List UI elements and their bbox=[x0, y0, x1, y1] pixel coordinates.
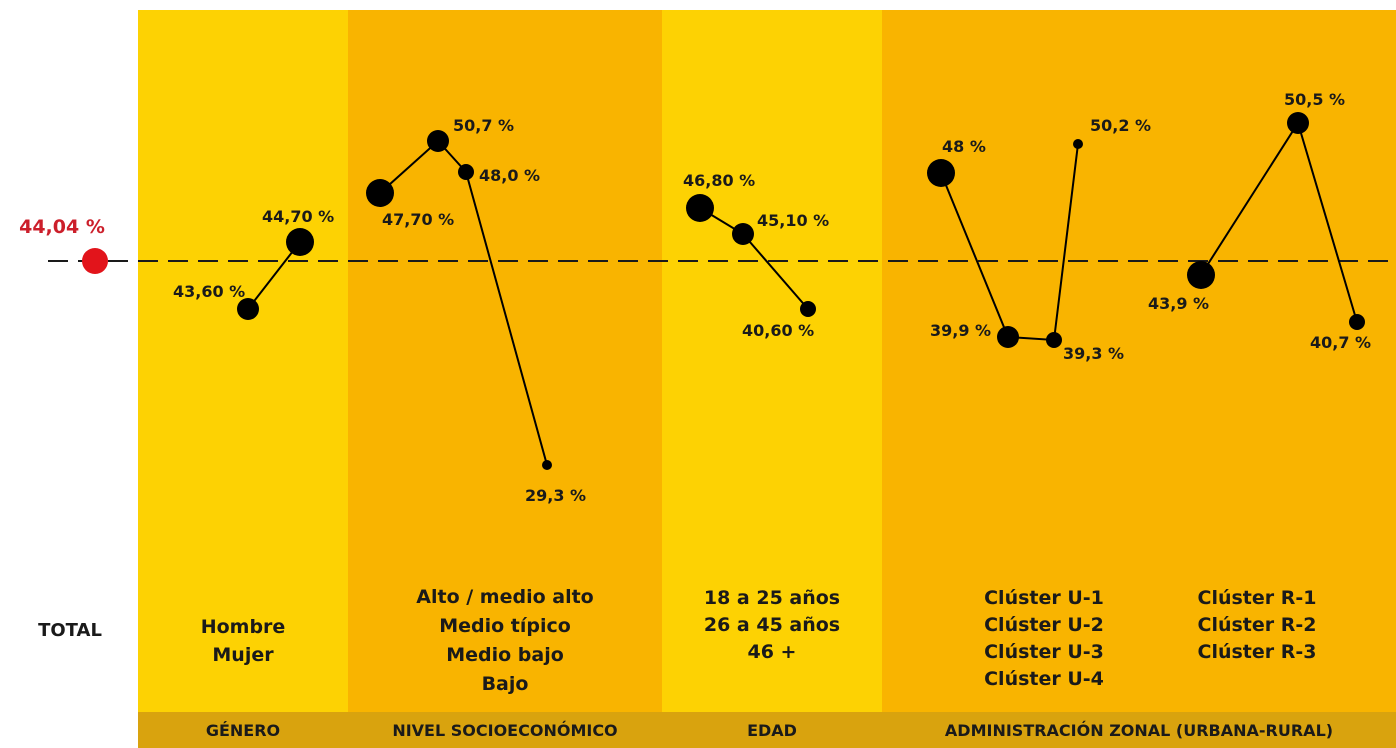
total-marker bbox=[82, 248, 108, 274]
category-bajo: Bajo bbox=[482, 673, 529, 695]
point-26-45 bbox=[732, 223, 754, 245]
point-medio-bajo bbox=[458, 164, 474, 180]
data-label-26-45: 45,10 % bbox=[757, 211, 829, 230]
footer-band bbox=[138, 712, 1396, 748]
category-cluster-r3: Clúster R-3 bbox=[1198, 641, 1317, 663]
data-label-cluster-u2: 39,9 % bbox=[930, 321, 991, 340]
band-edad bbox=[662, 10, 882, 712]
data-label-cluster-u1: 48 % bbox=[942, 137, 986, 156]
point-cluster-u1 bbox=[927, 159, 955, 187]
category-26-45: 26 a 45 años bbox=[704, 614, 840, 636]
total-value-label: 44,04 % bbox=[19, 216, 105, 238]
point-mujer bbox=[286, 228, 314, 256]
band-nse bbox=[348, 10, 662, 712]
series-line-genero bbox=[247, 241, 301, 310]
category-cluster-u3: Clúster U-3 bbox=[984, 641, 1104, 663]
category-cluster-u1: Clúster U-1 bbox=[984, 587, 1104, 609]
category-alto-medio-alto: Alto / medio alto bbox=[416, 586, 593, 608]
data-label-medio-tipico: 50,7 % bbox=[453, 116, 514, 135]
point-hombre bbox=[237, 298, 259, 320]
data-label-cluster-r2: 50,5 % bbox=[1284, 90, 1345, 109]
data-label-46-plus: 40,60 % bbox=[742, 321, 814, 340]
category-hombre: Hombre bbox=[201, 616, 286, 638]
point-cluster-u3 bbox=[1046, 332, 1062, 348]
band-genero bbox=[138, 10, 348, 712]
group-label-nse: NIVEL SOCIOECONÓMICO bbox=[392, 721, 617, 740]
point-bajo bbox=[542, 460, 552, 470]
category-cluster-u4: Clúster U-4 bbox=[984, 668, 1104, 690]
point-cluster-r2 bbox=[1287, 112, 1309, 134]
point-medio-tipico bbox=[427, 130, 449, 152]
point-18-25 bbox=[686, 194, 714, 222]
data-label-bajo: 29,3 % bbox=[525, 486, 586, 505]
data-label-cluster-r3: 40,7 % bbox=[1310, 333, 1371, 352]
category-cluster-r1: Clúster R-1 bbox=[1198, 587, 1317, 609]
point-cluster-u4 bbox=[1073, 139, 1083, 149]
point-alto-medio-alto bbox=[366, 179, 394, 207]
data-label-hombre: 43,60 % bbox=[173, 282, 245, 301]
data-label-cluster-u4: 50,2 % bbox=[1090, 116, 1151, 135]
category-medio-bajo: Medio bajo bbox=[446, 644, 564, 666]
category-18-25: 18 a 25 años bbox=[704, 587, 840, 609]
data-label-cluster-u3: 39,3 % bbox=[1063, 344, 1124, 363]
category-cluster-r2: Clúster R-2 bbox=[1198, 614, 1317, 636]
group-label-edad: EDAD bbox=[747, 721, 797, 740]
data-label-medio-bajo: 48,0 % bbox=[479, 166, 540, 185]
data-label-cluster-r1: 43,9 % bbox=[1148, 294, 1209, 313]
total-label: TOTAL bbox=[38, 620, 102, 641]
point-cluster-r3 bbox=[1349, 314, 1365, 330]
data-label-mujer: 44,70 % bbox=[262, 207, 334, 226]
group-label-zonal: ADMINISTRACIÓN ZONAL (URBANA-RURAL) bbox=[945, 721, 1333, 740]
series-line-nse bbox=[379, 139, 548, 466]
point-46-plus bbox=[800, 301, 816, 317]
category-mujer: Mujer bbox=[212, 644, 274, 666]
data-label-alto-medio-alto: 47,70 % bbox=[382, 210, 454, 229]
series-line-urbana bbox=[940, 143, 1079, 342]
band-zonal bbox=[882, 10, 1396, 712]
group-label-genero: GÉNERO bbox=[206, 721, 280, 740]
data-label-18-25: 46,80 % bbox=[683, 171, 755, 190]
point-cluster-u2 bbox=[997, 326, 1019, 348]
category-medio-tipico: Medio típico bbox=[439, 615, 571, 637]
category-cluster-u2: Clúster U-2 bbox=[984, 614, 1104, 636]
point-cluster-r1 bbox=[1187, 261, 1215, 289]
category-46-plus: 46 + bbox=[748, 641, 797, 663]
